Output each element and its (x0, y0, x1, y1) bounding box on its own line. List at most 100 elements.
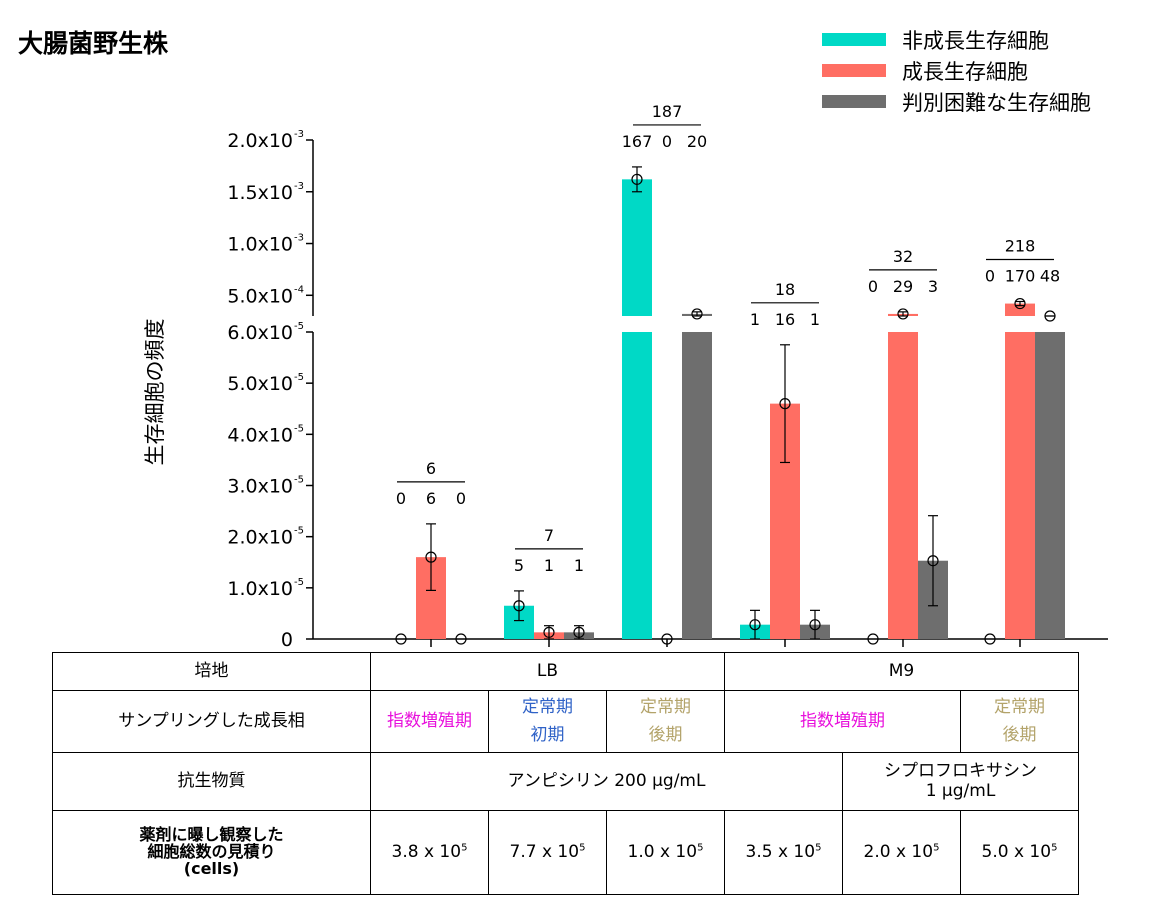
phase-line1: 定常期 (994, 697, 1045, 718)
y-tick-lower-label: 3.0x10 (227, 476, 293, 498)
data-point (455, 633, 467, 645)
legend-item-growing: 成長生存細胞 (822, 55, 1091, 86)
antibiotic-label: 抗生物質 (52, 752, 371, 811)
data-point (867, 633, 879, 645)
estimate-label: 薬剤に曝し観察した 細胞総数の見積り (cells) (52, 810, 371, 895)
estimate-mantissa: 3.8 x 10 (391, 841, 462, 862)
antibiotic-row: 抗生物質 アンピシリン 200 μg/mL シプロフロキサシン 1 μg/mL (52, 752, 1079, 811)
y-tick-lower-label: 5.0x10 (227, 373, 293, 395)
group-count: 3 (928, 277, 938, 296)
phase-label: サンプリングした成長相 (52, 690, 371, 753)
group-count: 16 (775, 310, 795, 329)
phase-line2: 後期 (648, 724, 683, 745)
estimate-mantissa: 7.7 x 10 (509, 841, 580, 862)
data-point (573, 626, 585, 638)
y-tick-upper-exponent: -3 (294, 233, 304, 244)
bar (888, 332, 918, 639)
estimate-exp: 5 (1051, 842, 1058, 854)
data-point (897, 308, 909, 320)
data-point (631, 173, 643, 185)
group-count: 1 (544, 556, 554, 575)
y-tick-lower-label: 4.0x10 (227, 424, 293, 446)
legend-swatch-nongrowing (822, 33, 886, 46)
group-count: 6 (426, 489, 436, 508)
group-count: 0 (662, 132, 672, 151)
group-count: 1 (750, 310, 760, 329)
y-tick-lower-exponent: -5 (294, 423, 304, 434)
y-tick-lower-exponent: -5 (294, 372, 304, 383)
data-point (749, 619, 761, 631)
legend-item-nongrowing: 非成長生存細胞 (822, 24, 1091, 55)
group-count: 5 (514, 556, 524, 575)
y-tick-upper-label: 1.0x10 (227, 234, 293, 256)
y-tick-upper-label: 1.5x10 (227, 182, 293, 204)
legend-label-growing: 成長生存細胞 (902, 59, 1028, 84)
group-count: 20 (687, 132, 707, 151)
data-point (543, 626, 555, 638)
y-tick-upper-exponent: -4 (294, 284, 304, 295)
group-count: 48 (1040, 267, 1060, 286)
estimate-exp: 5 (579, 842, 586, 854)
phase-cell: 指数増殖期 (724, 690, 961, 753)
bar-chart: 01.0x10 -52.0x10 -53.0x10 -54.0x10 -55.0x10-… (227, 102, 1108, 650)
estimate-cell: 1.0 x 105 (606, 810, 725, 895)
bar-upper (1005, 303, 1035, 316)
phase-line1: 定常期 (640, 697, 691, 718)
group-count: 1 (810, 310, 820, 329)
legend: 非成長生存細胞 成長生存細胞 判別困難な生存細胞 (822, 24, 1091, 117)
y-tick-lower-exponent: -5 (294, 321, 304, 332)
bar (622, 332, 652, 639)
cipro-line1: シプロフロキサシン (884, 760, 1037, 781)
phase-line1: 指数増殖期 (800, 710, 885, 731)
phase-cell: 定常期 初期 (488, 690, 607, 753)
data-point (513, 600, 525, 612)
legend-swatch-ambiguous (822, 95, 886, 108)
data-point (779, 398, 791, 410)
estimate-cell: 3.8 x 105 (370, 810, 489, 895)
bar (1005, 332, 1035, 639)
group-count: 1 (574, 556, 584, 575)
y-tick-lower-label: 1.0x10 (227, 578, 293, 600)
phase-line2: 初期 (530, 724, 565, 745)
y-tick-upper-exponent: -3 (294, 181, 304, 192)
group-count: 167 (622, 132, 653, 151)
y-tick-lower-exponent: -5 (294, 577, 304, 588)
group-count: 0 (985, 267, 995, 286)
estimate-mantissa: 1.0 x 10 (627, 841, 698, 862)
group-total: 218 (1005, 237, 1036, 256)
estimate-mantissa: 2.0 x 10 (863, 841, 934, 862)
medium-label: 培地 (52, 652, 371, 691)
data-point (809, 619, 821, 631)
bar (1035, 332, 1065, 639)
data-point (425, 551, 437, 563)
data-point (1044, 310, 1056, 322)
cipro-line2: 1 μg/mL (925, 780, 996, 801)
group-total: 6 (426, 459, 436, 478)
bar-upper (622, 179, 652, 316)
group-total: 18 (775, 280, 795, 299)
bar (682, 332, 712, 639)
y-tick-lower-label: 2.0x10 (227, 527, 293, 549)
y-tick-upper-exponent: -3 (294, 129, 304, 140)
phase-line1: 指数増殖期 (387, 710, 472, 731)
estimate-cell: 5.0 x 105 (960, 810, 1079, 895)
legend-label-nongrowing: 非成長生存細胞 (902, 28, 1049, 53)
phase-cell: 定常期 後期 (606, 690, 725, 753)
legend-label-ambiguous: 判別困難な生存細胞 (902, 90, 1091, 115)
data-point (984, 633, 996, 645)
chart-title: 大腸菌野生株 (18, 29, 169, 58)
y-tick-upper-label: 2.0x10 (227, 130, 293, 152)
antibiotic-ampicillin: アンピシリン 200 μg/mL (370, 752, 843, 811)
data-point (691, 308, 703, 320)
phase-row: サンプリングした成長相 指数増殖期 定常期 初期 定常期 後期 指数増殖期 定常期後… (52, 690, 1079, 753)
medium-m9: M9 (724, 652, 1079, 691)
estimate-exp: 5 (697, 842, 704, 854)
legend-swatch-growing (822, 64, 886, 77)
data-point (1014, 297, 1026, 310)
legend-item-ambiguous: 判別困難な生存細胞 (822, 86, 1091, 117)
parameter-table: 培地 LB M9 サンプリングした成長相 指数増殖期 定常期 初期 定常期 後期 指… (52, 652, 1079, 895)
group-count: 0 (456, 489, 466, 508)
group-count: 0 (868, 277, 878, 296)
group-count: 170 (1005, 267, 1036, 286)
estimate-line3: (cells) (183, 858, 240, 878)
